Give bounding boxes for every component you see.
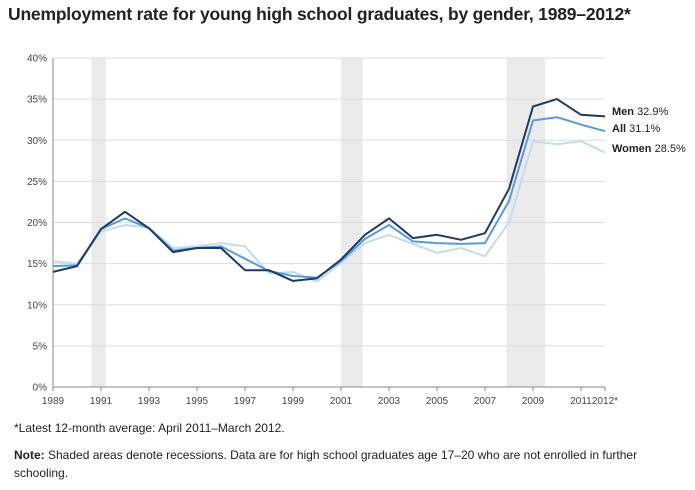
series-end-value: 32.9% — [637, 106, 668, 118]
y-tick-label: 40% — [27, 54, 47, 65]
y-tick-label: 10% — [27, 300, 47, 311]
series-lines — [52, 98, 606, 283]
x-tick-label: 1995 — [186, 396, 209, 407]
x-tick-label: 2012* — [592, 396, 618, 407]
end-label-all: All 31.1% — [612, 123, 661, 135]
note-text: Shaded areas denote recessions. Data are… — [14, 448, 638, 480]
x-tick-label: 2009 — [522, 396, 545, 407]
end-labels: Men 32.9% All 31.1% Women 28.5% — [612, 106, 686, 155]
grid-lines — [53, 57, 605, 347]
x-tick-label: 2007 — [474, 396, 497, 407]
line-chart: 0% 5% 10% 15% 20% 25% 30% 35% 40% 1989 1991 1993 199… — [27, 54, 686, 408]
x-tick-label: 2005 — [426, 396, 449, 407]
end-label-women: Women 28.5% — [612, 143, 686, 155]
series-name: Men — [612, 106, 637, 118]
end-label-men: Men 32.9% — [612, 106, 668, 118]
y-tick-label: 5% — [33, 341, 48, 352]
note: Note: Shaded areas denote recessions. Da… — [14, 446, 674, 482]
x-tick-label: 1993 — [138, 396, 161, 407]
y-tick-label: 35% — [27, 95, 47, 106]
y-tick-label: 20% — [27, 218, 47, 229]
x-tick-label: 2011 — [570, 396, 592, 407]
note-label: Note: — [14, 448, 45, 462]
axes: 0% 5% 10% 15% 20% 25% 30% 35% 40% 1989 1991 1993 199… — [27, 54, 618, 408]
y-tick-label: 0% — [33, 383, 48, 394]
y-tick-label: 15% — [27, 259, 47, 270]
series-end-value: 31.1% — [629, 123, 660, 135]
y-tick-label: 30% — [27, 136, 47, 147]
footnote: *Latest 12-month average: April 2011–Mar… — [14, 421, 285, 435]
x-tick-label: 1997 — [234, 396, 257, 407]
series-name: All — [612, 123, 629, 135]
y-tick-label: 25% — [27, 177, 47, 188]
x-tick-label: 1999 — [282, 396, 305, 407]
x-tick-label: 2003 — [378, 396, 401, 407]
x-tick-label: 2001 — [330, 396, 353, 407]
chart-title: Unemployment rate for young high school … — [8, 4, 631, 24]
x-tick-label: 1991 — [90, 396, 113, 407]
x-tick-label: 1989 — [42, 396, 65, 407]
series-end-value: 28.5% — [655, 143, 686, 155]
series-line-men — [52, 98, 606, 282]
series-name: Women — [612, 143, 655, 155]
